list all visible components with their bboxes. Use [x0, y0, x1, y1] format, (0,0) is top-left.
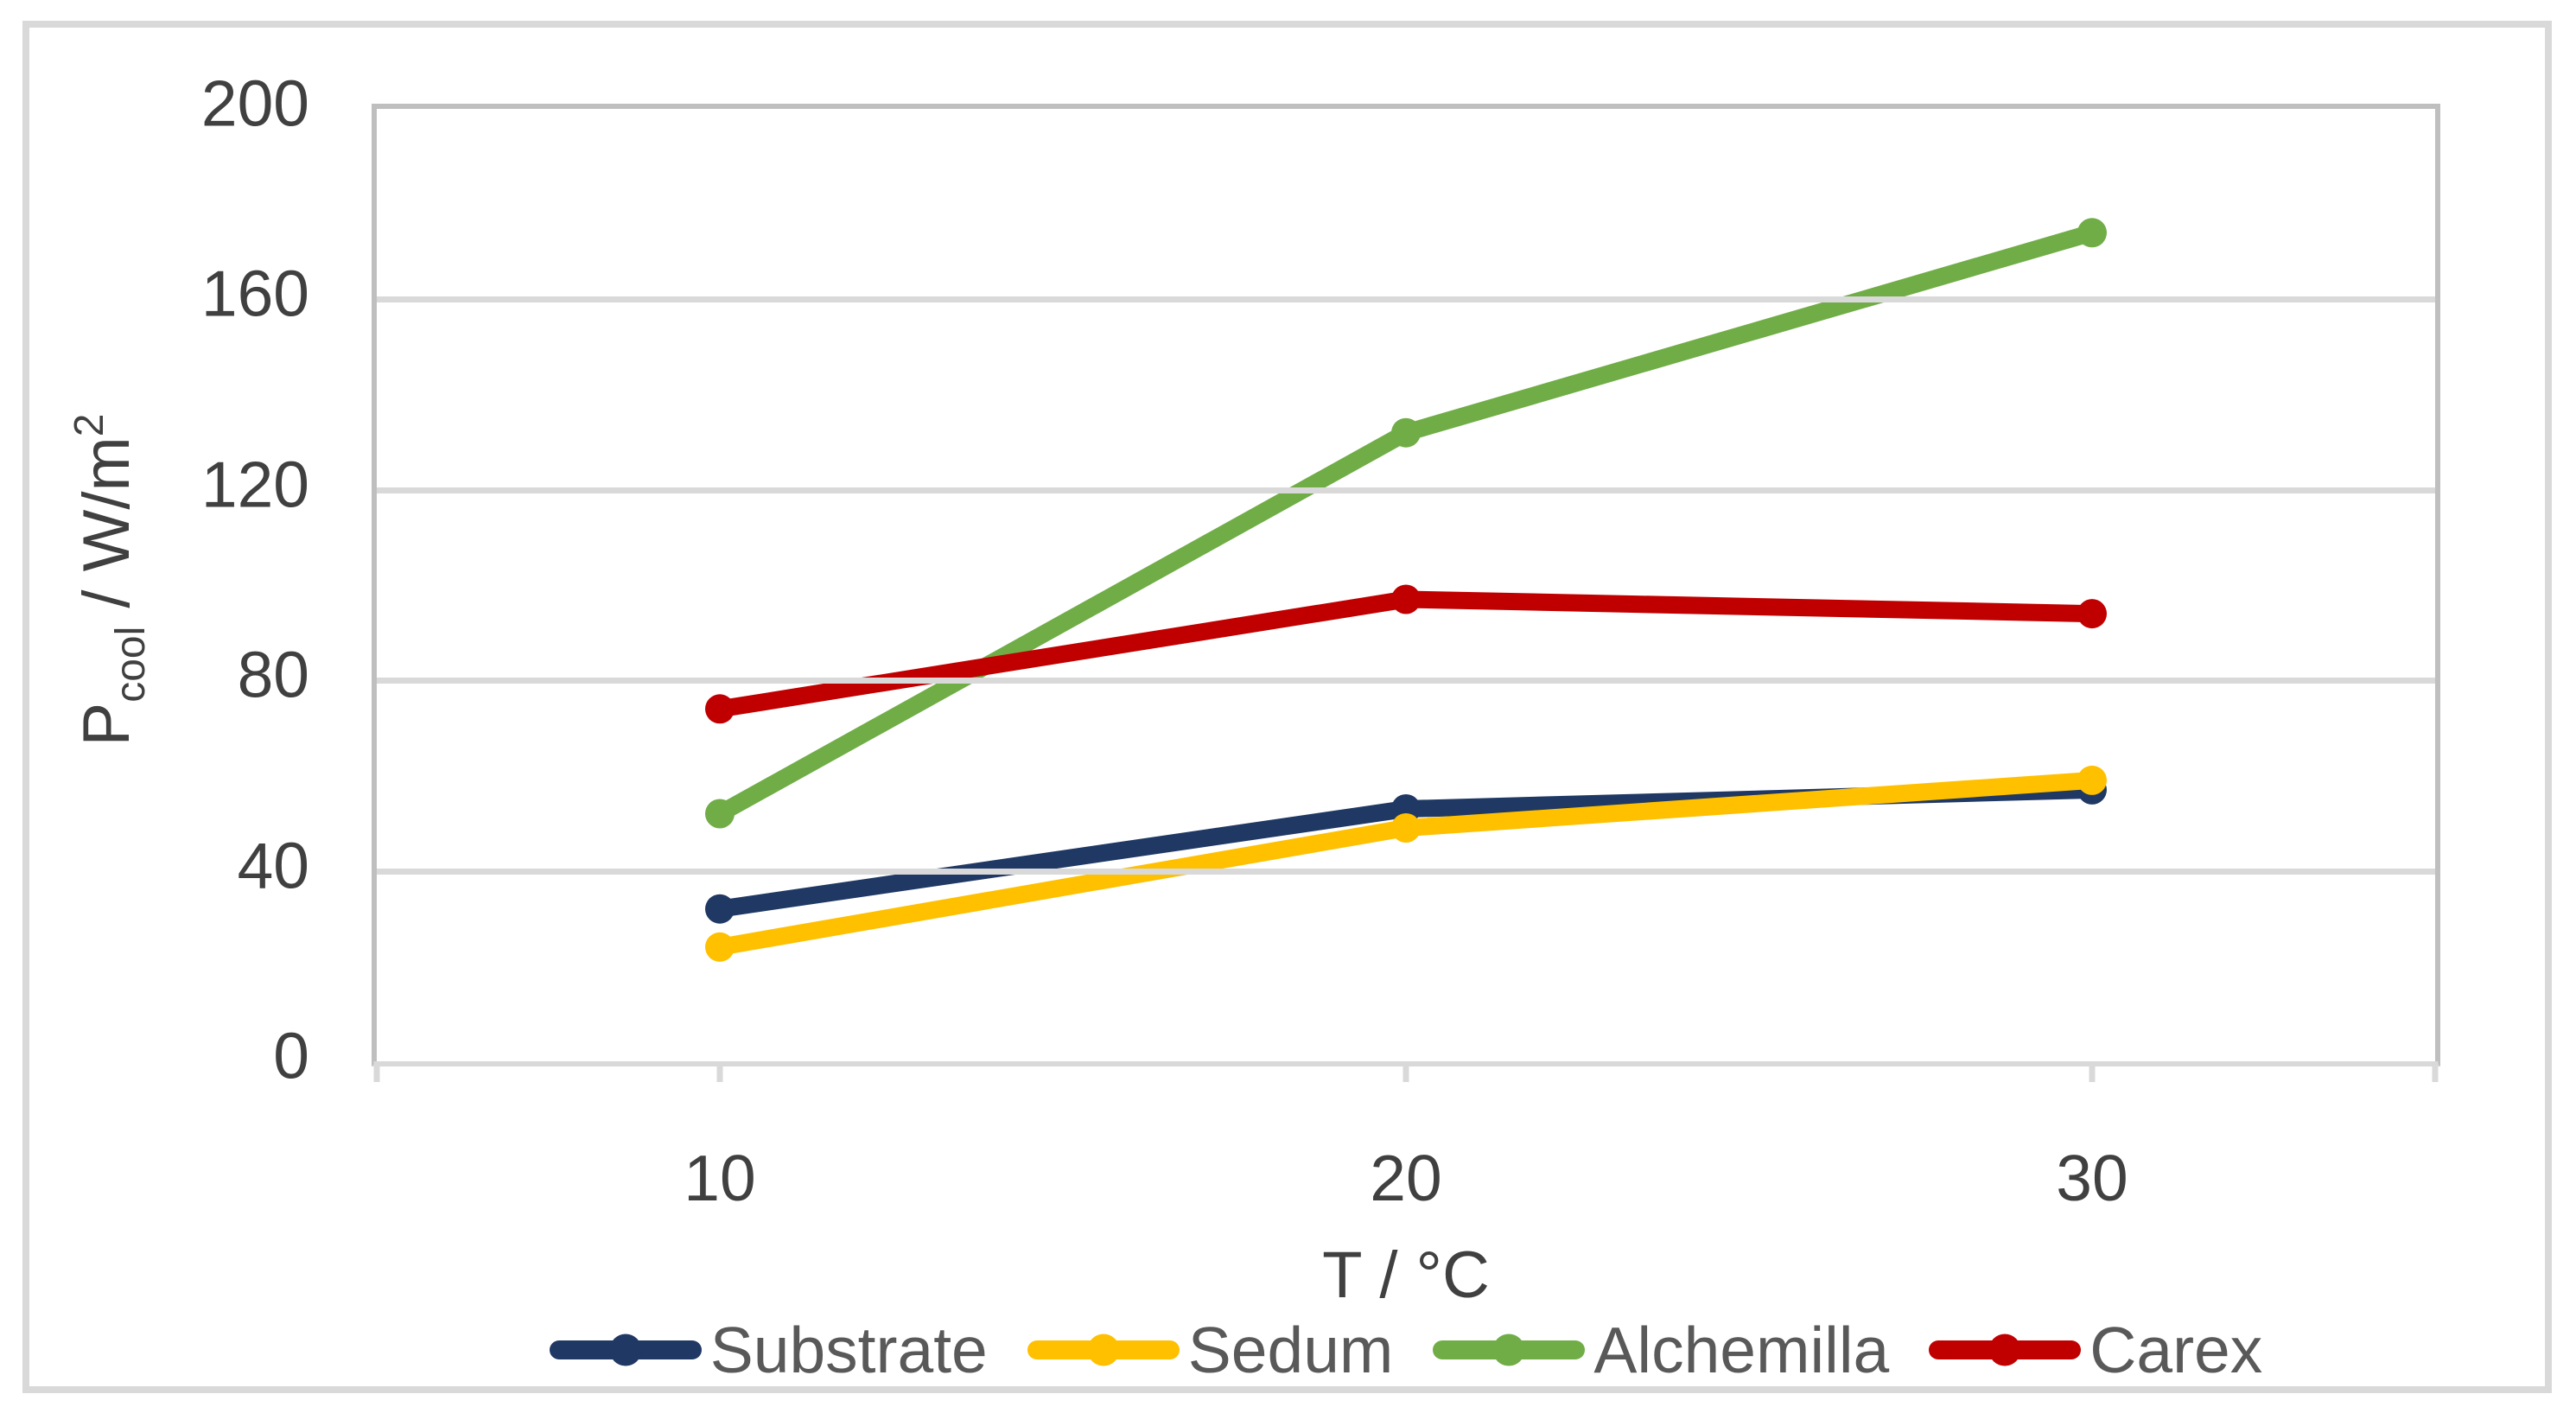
legend-item-carex: Carex: [1929, 1313, 2263, 1386]
data-point-carex-x30: [2077, 599, 2107, 629]
data-point-sedum-x10: [705, 932, 735, 962]
legend-item-alchemilla: Alchemilla: [1433, 1313, 1890, 1386]
legend-item-sedum: Sedum: [1027, 1313, 1394, 1386]
x-axis-tick-5: [373, 1061, 380, 1082]
legend: Substrate Sedum Alchemilla Carex: [377, 1307, 2435, 1393]
y-tick-label-160: 160: [200, 257, 309, 330]
legend-marker-icon: [549, 1322, 702, 1378]
legend-dot-icon: [609, 1334, 642, 1366]
legend-label: Alchemilla: [1593, 1313, 1890, 1386]
y-axis-tick-labels: 0 40 80 120 160 200: [0, 71, 309, 1088]
legend-label: Substrate: [709, 1313, 988, 1386]
y-tick-label-80: 80: [237, 638, 309, 711]
legend-dot-icon: [1492, 1334, 1525, 1366]
gridline-y-120: [377, 487, 2435, 493]
data-point-sedum-x20: [1391, 813, 1421, 843]
y-tick-label-0: 0: [273, 1019, 309, 1092]
data-point-sedum-x30: [2077, 765, 2107, 795]
x-axis-tick-30: [2089, 1061, 2096, 1082]
legend-marker-icon: [1027, 1322, 1180, 1378]
legend-label: Carex: [2089, 1313, 2263, 1386]
gridline-y-80: [377, 678, 2435, 684]
x-axis-title: T / °C: [1322, 1238, 1490, 1312]
x-tick-label-20: 20: [1370, 1142, 1442, 1214]
x-axis-tick-35: [2432, 1061, 2439, 1082]
legend-marker-icon: [1929, 1322, 2082, 1378]
y-tick-label-200: 200: [200, 67, 309, 140]
y-tick-label-120: 120: [200, 448, 309, 521]
x-tick-label-10: 10: [684, 1142, 756, 1214]
series-line-alchemilla: [711, 224, 2101, 823]
data-point-alchemilla-x20: [1391, 417, 1421, 448]
x-axis-tick-labels: 10 20 30: [377, 1139, 2435, 1217]
data-point-carex-x20: [1391, 584, 1421, 614]
legend-label: Sedum: [1187, 1313, 1394, 1386]
legend-dot-icon: [1087, 1334, 1120, 1366]
series-plot: [705, 218, 2107, 962]
x-tick-label-30: 30: [2056, 1142, 2128, 1214]
data-point-carex-x10: [705, 694, 735, 724]
x-axis-tick-20: [1402, 1061, 1409, 1082]
gridline-y-40: [377, 868, 2435, 875]
legend-dot-icon: [1988, 1334, 2021, 1366]
data-point-alchemilla-x30: [2077, 218, 2107, 248]
legend-marker-icon: [1433, 1322, 1586, 1378]
legend-item-substrate: Substrate: [549, 1313, 988, 1386]
data-point-substrate-x10: [705, 894, 735, 924]
gridline-y-160: [377, 296, 2435, 303]
plot-area: [372, 104, 2440, 1082]
x-axis-tick-10: [716, 1061, 723, 1082]
y-tick-label-40: 40: [237, 829, 309, 902]
data-point-alchemilla-x10: [705, 799, 735, 829]
